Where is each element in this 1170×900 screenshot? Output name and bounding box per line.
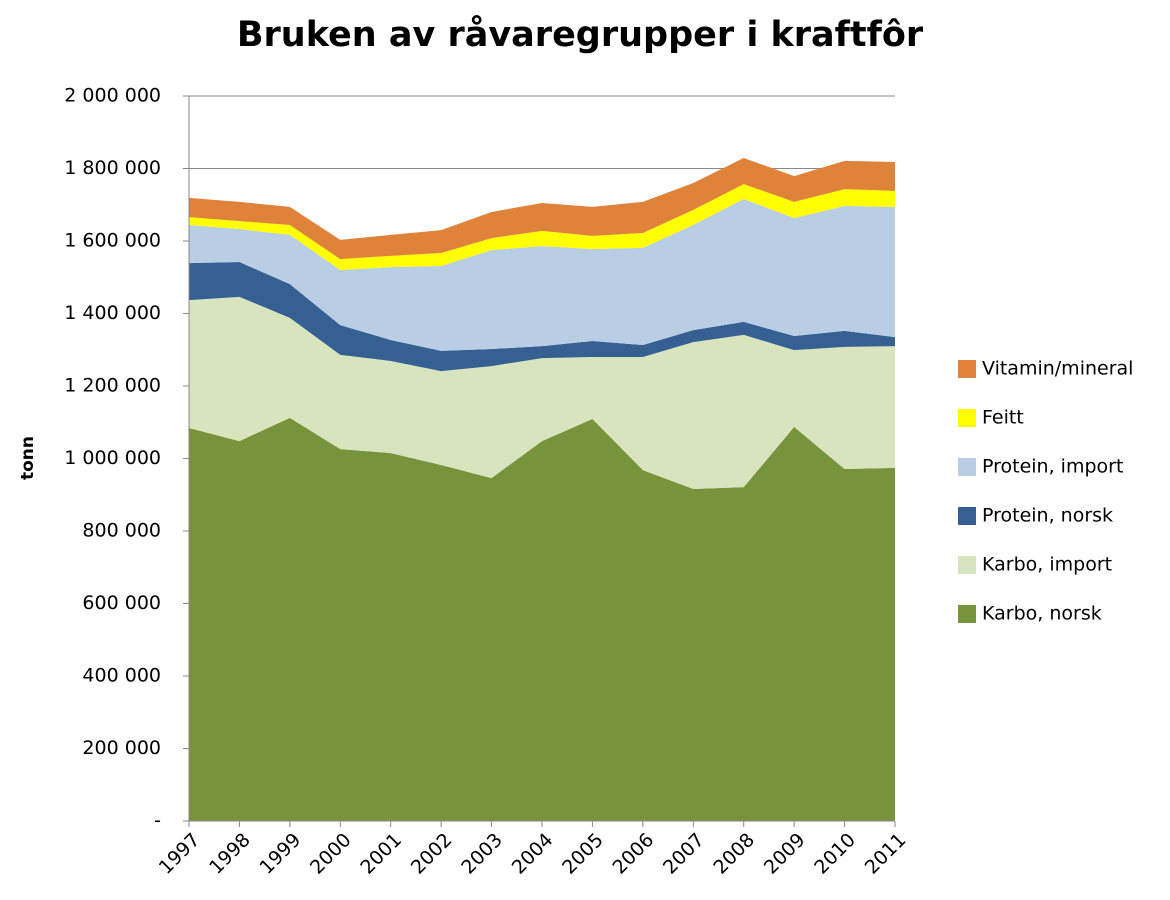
y-tick-label: 1 200 000 bbox=[64, 375, 161, 397]
x-tick-label: 2005 bbox=[558, 829, 608, 879]
area bbox=[189, 157, 895, 260]
y-tick-label: 1 600 000 bbox=[64, 230, 161, 252]
y-tick-label: 600 000 bbox=[82, 592, 161, 614]
area bbox=[189, 296, 895, 489]
y-tick-label: 200 000 bbox=[82, 737, 161, 759]
x-tick-label: 2011 bbox=[861, 829, 911, 879]
y-tick-label: 800 000 bbox=[82, 520, 161, 542]
x-tick-label: 2006 bbox=[609, 829, 659, 879]
area bbox=[189, 262, 895, 372]
legend-swatch bbox=[958, 605, 976, 623]
y-tick-label: - bbox=[154, 810, 161, 832]
y-axis-title: tonn bbox=[18, 436, 38, 480]
legend-label: Feitt bbox=[982, 407, 1024, 429]
x-tick-label: 2000 bbox=[306, 829, 356, 879]
legend-swatch bbox=[958, 458, 976, 476]
y-tick-label: 2 000 000 bbox=[64, 85, 161, 107]
x-tick-label: 2003 bbox=[457, 829, 507, 879]
x-tick-label: 2009 bbox=[760, 829, 810, 879]
x-tick-label: 1999 bbox=[256, 829, 306, 879]
x-tick-label: 2004 bbox=[508, 829, 558, 879]
legend-label: Karbo, import bbox=[982, 554, 1112, 576]
y-tick-label: 1 800 000 bbox=[64, 157, 161, 179]
area bbox=[189, 417, 895, 821]
legend-label: Vitamin/mineral bbox=[982, 358, 1133, 380]
x-tick-label: 1997 bbox=[155, 829, 205, 879]
x-tick-label: 1998 bbox=[205, 829, 255, 879]
area bbox=[189, 198, 895, 351]
area bbox=[189, 184, 895, 270]
x-tick-label: 2001 bbox=[356, 829, 406, 879]
y-tick-label: 1 000 000 bbox=[64, 447, 161, 469]
legend-swatch bbox=[958, 360, 976, 378]
y-tick-label: 400 000 bbox=[82, 665, 161, 687]
x-tick-label: 2002 bbox=[407, 829, 457, 879]
legend-label: Protein, norsk bbox=[982, 505, 1113, 527]
legend-label: Protein, import bbox=[982, 456, 1123, 478]
y-tick-label: 1 400 000 bbox=[64, 302, 161, 324]
legend-swatch bbox=[958, 556, 976, 574]
x-tick-label: 2007 bbox=[659, 829, 709, 879]
x-tick-label: 2008 bbox=[709, 829, 759, 879]
legend-swatch bbox=[958, 409, 976, 427]
legend-label: Karbo, norsk bbox=[982, 603, 1102, 625]
legend-swatch bbox=[958, 507, 976, 525]
x-tick-label: 2010 bbox=[810, 829, 860, 879]
chart-title: Bruken av råvaregrupper i kraftfôr bbox=[237, 14, 924, 55]
